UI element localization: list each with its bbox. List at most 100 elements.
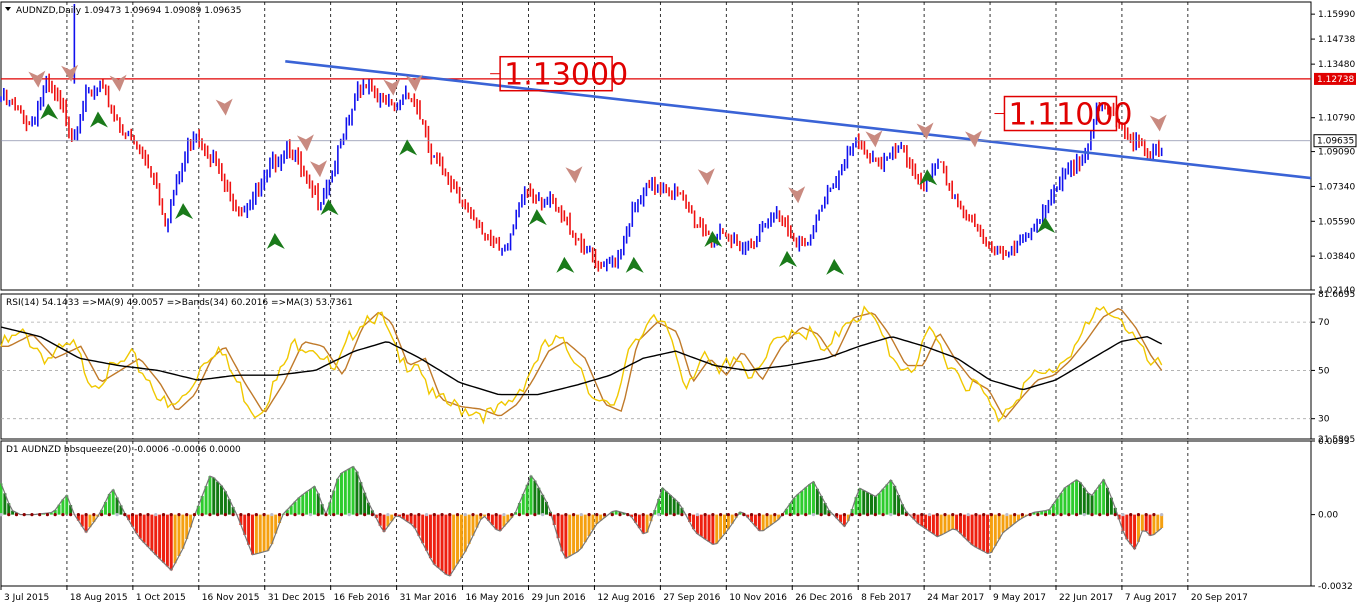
- squeeze-dot: [749, 513, 754, 517]
- squeeze-dot: [99, 513, 104, 517]
- price-series: [0, 3, 1163, 272]
- squeeze-dot: [138, 513, 142, 517]
- squeeze-dot: [1005, 513, 1009, 517]
- squeeze-dot: [602, 513, 607, 517]
- squeeze-dot: [76, 513, 80, 517]
- price-axis: 1.15990 1.14738 1.13480 1.12738 1.10790 1.096…: [1311, 10, 1357, 296]
- squeeze-dot: [316, 513, 320, 517]
- level-label-1-11[interactable]: 1.11000: [994, 95, 1133, 133]
- squeeze-dot: [912, 513, 916, 517]
- squeeze-dot: [1013, 513, 1017, 517]
- squeeze-dot: [301, 513, 305, 517]
- squeeze-dot: [734, 513, 738, 517]
- squeeze-dot: [695, 513, 699, 517]
- sell-arrow-icon: [61, 64, 79, 82]
- squeeze-dot: [231, 513, 235, 517]
- squeeze-dot: [951, 513, 955, 517]
- squeeze-dot: [881, 513, 885, 517]
- squeeze-dot: [424, 513, 429, 517]
- squeeze-dot: [1090, 513, 1094, 517]
- buy-arrow-icon: [556, 256, 575, 273]
- squeeze-dot: [633, 513, 638, 517]
- price-panel-frame: [0, 1, 1312, 291]
- header-dropdown-icon[interactable]: [5, 7, 11, 11]
- sell-arrow-icon: [215, 98, 233, 116]
- squeeze-dot: [618, 513, 622, 517]
- squeeze-dot: [239, 513, 243, 517]
- squeeze-dot: [943, 513, 947, 517]
- squeeze-dot: [1152, 513, 1156, 517]
- squeeze-dot: [896, 513, 901, 517]
- squeeze-dot: [819, 513, 823, 517]
- squeeze-dot: [703, 513, 707, 517]
- squeeze-dot: [45, 513, 50, 517]
- squeeze-dot: [525, 513, 529, 517]
- bbs-tick-label: 0.0033: [1318, 437, 1350, 447]
- squeeze-dot: [935, 513, 939, 517]
- squeeze-dot: [595, 513, 599, 517]
- squeeze-dot: [688, 513, 692, 517]
- sell-arrow-icon: [965, 130, 983, 148]
- buy-arrow-icon: [919, 169, 938, 186]
- squeeze-dot: [664, 513, 669, 517]
- time-tick-label: 22 Jun 2017: [1059, 593, 1113, 603]
- squeeze-dot: [904, 513, 908, 517]
- rsi-tick-label: 81.6695: [1318, 290, 1355, 300]
- rsi-panel[interactable]: RSI(14) 54.1433 =>MA(9) 49.0057 =>Bands(…: [0, 293, 1312, 440]
- squeeze-dot: [548, 513, 552, 517]
- buy-arrow-icon: [826, 258, 845, 275]
- squeeze-dot: [378, 513, 382, 517]
- squeeze-dot: [448, 513, 452, 517]
- squeeze-dot: [1113, 513, 1117, 517]
- squeeze-dot: [339, 513, 344, 517]
- squeeze-dot: [386, 513, 390, 517]
- time-axis: 3 Jul 2015 18 Aug 2015 1 Oct 2015 16 Nov 20…: [0, 586, 1248, 603]
- squeeze-dot: [610, 513, 614, 517]
- price-tick-label: 1.05590: [1318, 217, 1355, 227]
- buy-arrow-icon: [528, 209, 547, 226]
- squeeze-dot: [873, 513, 877, 517]
- squeeze-dot: [14, 513, 19, 517]
- squeeze-dot: [1129, 513, 1133, 517]
- squeeze-dot: [641, 513, 645, 517]
- rsi-tick-label: 21.5805: [1318, 435, 1355, 445]
- squeeze-dot: [835, 513, 839, 517]
- trendline[interactable]: [285, 60, 1312, 180]
- squeeze-dot: [796, 513, 800, 517]
- time-tick-label: 16 Nov 2015: [202, 593, 260, 603]
- chart-header-title: AUDNZD,Daily 1.09473 1.09694 1.09089 1.0…: [16, 6, 241, 16]
- sell-arrow-icon: [28, 70, 46, 88]
- bbs-panel[interactable]: D1 AUDNZD bbsqueeze(20) -0.0006 -0.0006 …: [0, 440, 1312, 587]
- rsi-line: [0, 305, 1163, 425]
- squeeze-dot: [409, 513, 413, 517]
- price-tick-label: 1.13480: [1318, 60, 1355, 70]
- price-panel[interactable]: 1.13000 1.11000 AUDNZD,Daily 1.09473 1.0…: [0, 1, 1312, 291]
- squeeze-dot: [324, 513, 328, 517]
- squeeze-dot: [773, 513, 777, 517]
- time-tick-label: 9 May 2017: [993, 593, 1046, 603]
- time-tick-label: 26 Dec 2016: [795, 593, 853, 603]
- squeeze-dot: [107, 513, 111, 517]
- current-price-label: 1.09635: [1317, 137, 1354, 147]
- rsi-panel-frame: [0, 293, 1312, 440]
- squeeze-dot: [216, 513, 220, 517]
- sell-arrow-icon: [405, 74, 423, 92]
- squeeze-dot: [571, 513, 576, 517]
- squeeze-dot: [966, 513, 970, 517]
- squeeze-dot: [579, 513, 583, 517]
- level-1-11-box: [1003, 95, 1118, 132]
- squeeze-dot: [370, 513, 375, 517]
- squeeze-dot: [494, 513, 498, 517]
- squeeze-dot: [61, 513, 65, 517]
- rsi-header-title: RSI(14) 54.1433 =>MA(9) 49.0057 =>Bands(…: [6, 298, 353, 308]
- squeeze-dot: [657, 513, 661, 517]
- sell-arrow-icon: [788, 186, 806, 204]
- squeeze-dot: [502, 513, 506, 517]
- rsi-axis: 81.6695 70 50 30 21.5805: [1311, 290, 1355, 445]
- buy-arrow-icon: [399, 139, 418, 156]
- level-label-1-13[interactable]: 1.13000: [490, 55, 628, 93]
- squeeze-dot: [185, 513, 189, 517]
- time-tick-label: 16 May 2016: [466, 593, 525, 603]
- sell-arrow-icon: [565, 166, 583, 184]
